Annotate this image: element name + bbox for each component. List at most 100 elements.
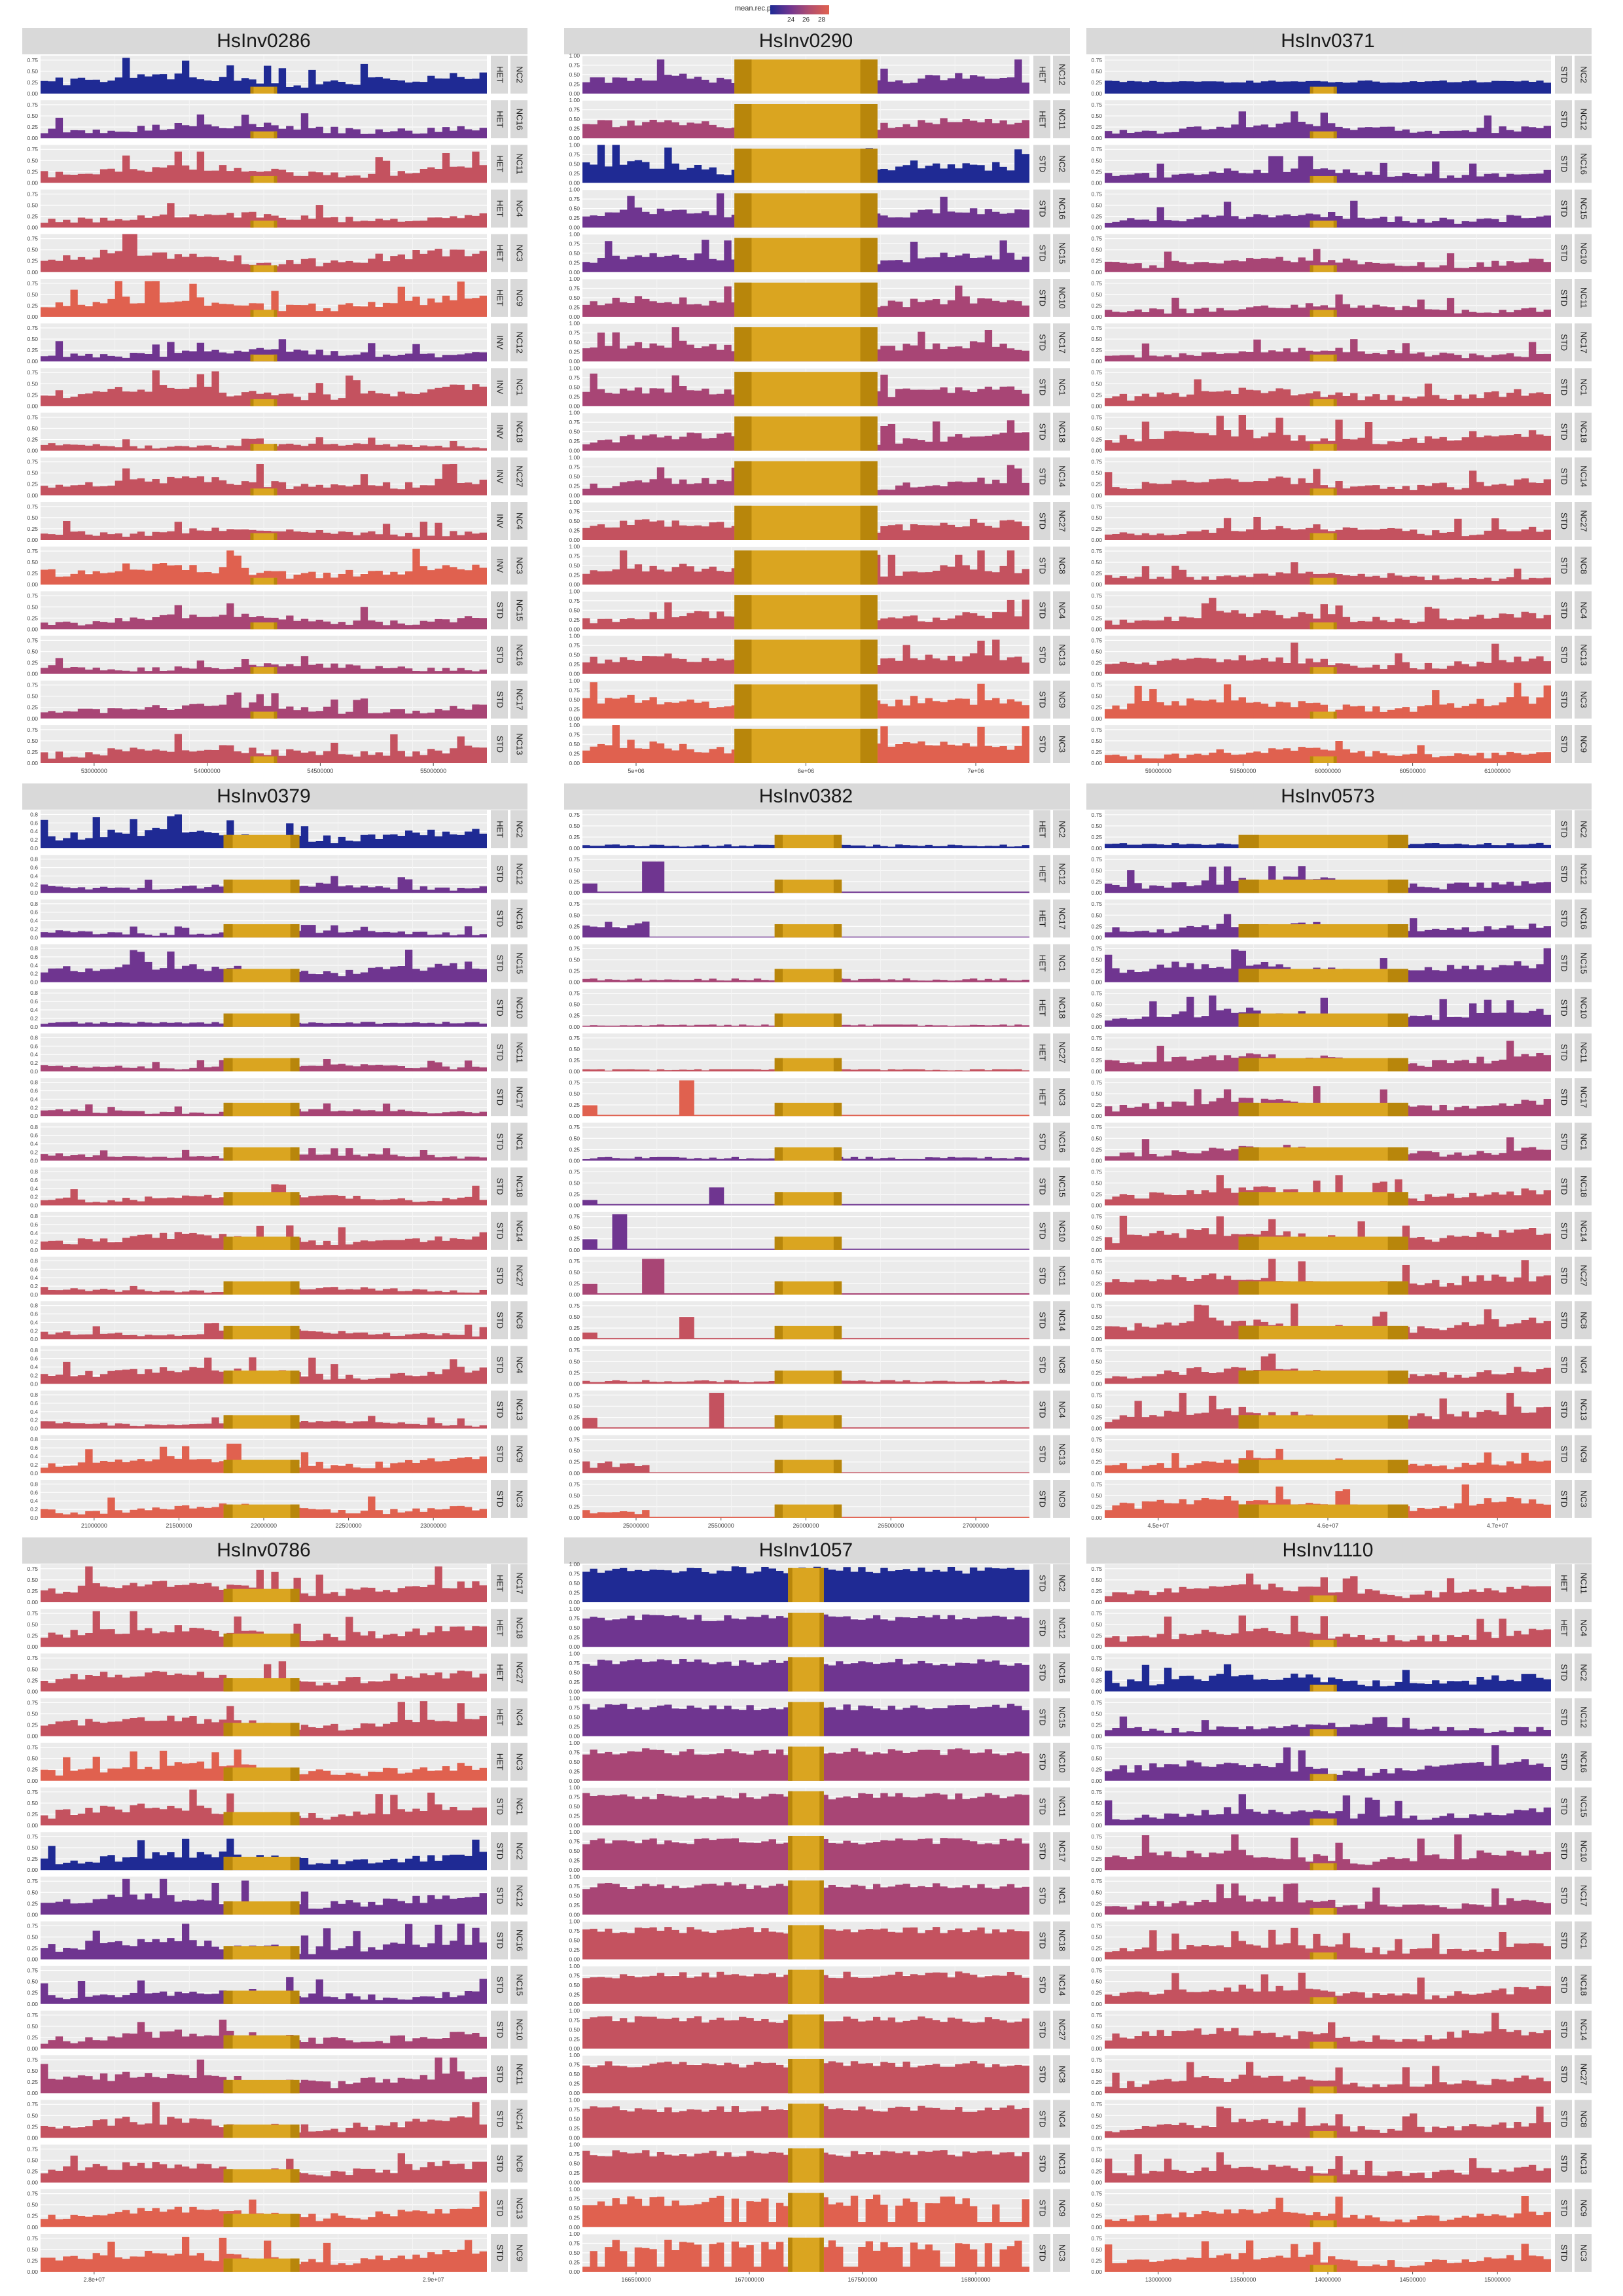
sample-label: NC18 [515,1617,525,1639]
y-tick-label: 0.00 [27,224,38,231]
group-strip [491,457,508,495]
y-tick-label: 0.25 [1091,2079,1102,2085]
sample-strip [1575,944,1592,982]
group-label: STD [1038,1490,1048,1507]
y-tick-label: 0.00 [569,1688,580,1695]
sample-strip [1575,1832,1592,1871]
inversion-breakpoint [250,175,254,183]
y-tick-label: 1.00 [569,499,580,505]
inversion-breakpoint [774,1013,783,1027]
recombination-area [1105,2240,1551,2272]
group-label: HET [495,821,505,838]
inversion-region [223,1147,300,1161]
y-tick-label: 0.00 [1091,1336,1102,1342]
inversion-breakpoint [1387,1192,1408,1206]
inversion-breakpoint [290,1723,300,1736]
inversion-breakpoint [1310,1774,1313,1781]
sample-strip [510,680,527,719]
group-label: STD [495,999,505,1016]
y-tick-label: 0.75 [27,146,38,152]
inversion-breakpoint [1310,711,1313,719]
y-tick-label: 0.25 [27,660,38,666]
inversion-breakpoint [223,1856,233,1871]
inversion-region [734,639,878,674]
y-tick-label: 0.75 [569,945,580,952]
sample-strip [1053,1390,1070,1429]
sample-strip [1575,1653,1592,1692]
inversion-breakpoint [274,711,277,719]
y-tick-label: 0.50 [569,741,580,747]
y-tick-label: 0.50 [569,867,580,874]
recombination-area [41,521,487,540]
sample-strip [510,2100,527,2138]
y-tick-label: 0.00 [569,2134,580,2141]
sample-label: NC14 [1579,2018,1589,2040]
y-tick-label: 0.50 [1091,823,1102,829]
inversion-breakpoint [833,1236,842,1250]
recombination-area [582,111,1029,139]
inversion-breakpoint [290,2258,300,2272]
y-tick-label: 0.25 [1091,968,1102,975]
inversion-breakpoint [788,1836,793,1871]
sample-label: NC4 [1579,1619,1589,1636]
inversion-breakpoint [1333,2265,1337,2272]
y-tick-label: 0.25 [1091,168,1102,175]
y-tick-label: 0.25 [569,2125,580,2132]
inversion-region [788,1746,824,1781]
y-tick-label: 0.6 [30,1088,38,1094]
group-label: STD [1560,691,1569,708]
sample-strip [1053,944,1070,982]
group-label: STD [1560,1446,1569,1463]
inversion-breakpoint [1310,1595,1313,1602]
recombination-area [41,876,487,893]
y-tick-label: 0.50 [569,1669,580,1676]
group-label: HET [1038,1044,1048,1061]
inversion-breakpoint [290,1236,300,1250]
recombination-area [1105,294,1551,317]
y-tick-label: 0.25 [27,2034,38,2041]
group-strip [1033,412,1050,451]
inversion-breakpoint [1333,1684,1337,1692]
sample-label: NC12 [1579,1706,1589,1728]
y-tick-label: 0.25 [27,570,38,577]
recombination-area [582,145,1029,183]
sample-strip [1575,680,1592,719]
y-tick-label: 0.25 [569,1768,580,1774]
group-label: STD [1038,1401,1048,1418]
recombination-area [1105,1393,1551,1429]
recombination-area [1105,1928,1551,1960]
inversion-breakpoint [774,969,783,982]
sample-strip [1053,855,1070,893]
group-label: HET [1560,1575,1569,1592]
inversion-breakpoint [819,2104,824,2138]
y-tick-label: 0.00 [27,492,38,499]
inversion-region [223,2214,300,2227]
y-tick-label: 0.25 [27,2257,38,2264]
sample-label: NC4 [515,200,525,217]
y-tick-label: 0.25 [27,1990,38,1996]
y-tick-label: 0.75 [1091,1833,1102,1840]
group-strip [1555,56,1572,94]
sample-label: NC11 [1058,1265,1067,1286]
y-tick-label: 0.75 [1091,1922,1102,1929]
recombination-area [1105,2062,1551,2094]
y-tick-label: 0.75 [27,2101,38,2108]
y-tick-label: 0.25 [1091,213,1102,220]
group-strip [1033,457,1050,495]
group-strip [1033,1787,1050,1825]
sample-strip [510,1211,527,1250]
inversion-breakpoint [1333,175,1337,183]
sample-strip [1575,810,1592,848]
group-strip [491,2055,508,2094]
y-tick-label: 1.00 [569,141,580,148]
y-tick-label: 0.2 [30,1327,38,1334]
sample-label: NC12 [1579,863,1589,885]
recombination-area [41,1839,487,1871]
inversion-breakpoint [788,1880,793,1915]
